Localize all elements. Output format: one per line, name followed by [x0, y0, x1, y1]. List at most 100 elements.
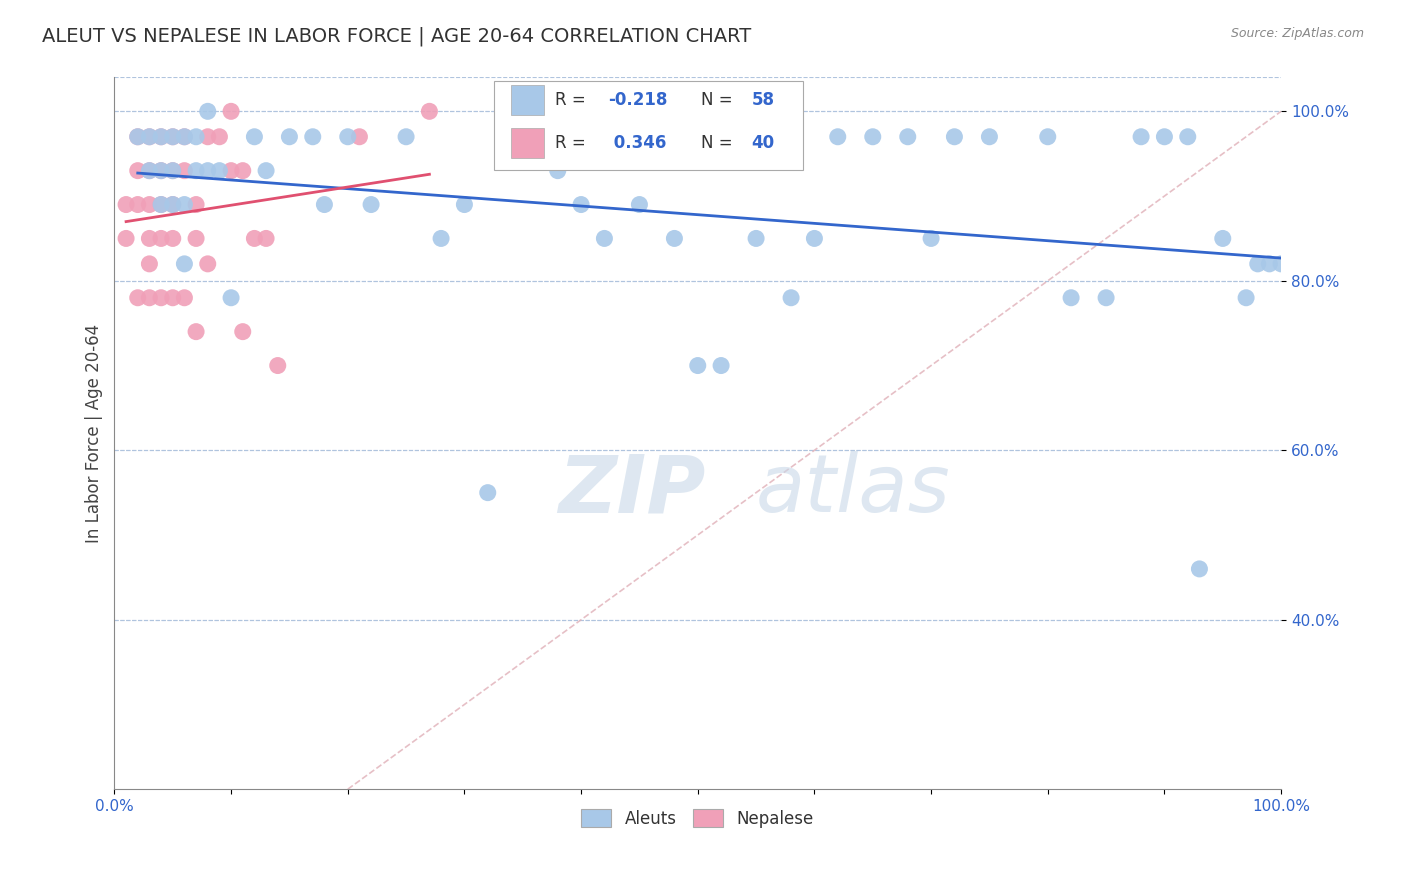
- Point: [1212, 231, 1234, 245]
- Point: [943, 129, 966, 144]
- Point: [1234, 291, 1257, 305]
- Point: [1188, 562, 1211, 576]
- Point: [173, 129, 195, 144]
- Point: [232, 163, 254, 178]
- Point: [115, 197, 138, 211]
- Point: [162, 197, 184, 211]
- Text: 58: 58: [751, 91, 775, 109]
- Point: [208, 163, 231, 178]
- Point: [162, 129, 184, 144]
- Point: [184, 325, 207, 339]
- Point: [173, 291, 195, 305]
- Text: Source: ZipAtlas.com: Source: ZipAtlas.com: [1230, 27, 1364, 40]
- Point: [1130, 129, 1153, 144]
- Point: [1258, 257, 1281, 271]
- Point: [1036, 129, 1059, 144]
- Point: [162, 163, 184, 178]
- Point: [197, 129, 219, 144]
- Point: [547, 163, 569, 178]
- Point: [360, 197, 382, 211]
- Point: [127, 129, 149, 144]
- Point: [138, 231, 160, 245]
- FancyBboxPatch shape: [512, 128, 544, 158]
- Point: [569, 197, 592, 211]
- Point: [745, 231, 768, 245]
- Point: [184, 163, 207, 178]
- Point: [267, 359, 290, 373]
- Point: [395, 129, 418, 144]
- Point: [243, 231, 266, 245]
- Point: [184, 231, 207, 245]
- Point: [219, 104, 242, 119]
- Text: N =: N =: [702, 134, 738, 152]
- FancyBboxPatch shape: [512, 86, 544, 115]
- Point: [150, 163, 173, 178]
- Point: [197, 163, 219, 178]
- Point: [664, 231, 686, 245]
- Point: [1153, 129, 1175, 144]
- Point: [512, 129, 534, 144]
- Point: [243, 129, 266, 144]
- Point: [1177, 129, 1199, 144]
- Y-axis label: In Labor Force | Age 20-64: In Labor Force | Age 20-64: [86, 324, 103, 543]
- Text: 40: 40: [751, 134, 775, 152]
- Text: ZIP: ZIP: [558, 451, 706, 529]
- Point: [150, 231, 173, 245]
- Point: [827, 129, 849, 144]
- Point: [138, 257, 160, 271]
- Point: [162, 231, 184, 245]
- Text: R =: R =: [555, 134, 592, 152]
- Point: [138, 163, 160, 178]
- Point: [862, 129, 884, 144]
- Point: [173, 129, 195, 144]
- Text: R =: R =: [555, 91, 592, 109]
- Point: [301, 129, 323, 144]
- Point: [920, 231, 942, 245]
- Point: [232, 325, 254, 339]
- Point: [1270, 257, 1292, 271]
- Point: [219, 163, 242, 178]
- Point: [686, 359, 709, 373]
- Text: -0.218: -0.218: [607, 91, 668, 109]
- Point: [197, 257, 219, 271]
- Point: [138, 163, 160, 178]
- Point: [336, 129, 359, 144]
- Point: [162, 129, 184, 144]
- Legend: Aleuts, Nepalese: Aleuts, Nepalese: [575, 803, 821, 834]
- Point: [173, 257, 195, 271]
- Point: [219, 291, 242, 305]
- FancyBboxPatch shape: [494, 81, 803, 170]
- Point: [1247, 257, 1270, 271]
- Point: [162, 163, 184, 178]
- Point: [208, 129, 231, 144]
- Point: [453, 197, 475, 211]
- Point: [138, 129, 160, 144]
- Point: [127, 291, 149, 305]
- Point: [897, 129, 920, 144]
- Point: [115, 231, 138, 245]
- Point: [150, 163, 173, 178]
- Point: [418, 104, 440, 119]
- Point: [477, 485, 499, 500]
- Point: [979, 129, 1001, 144]
- Point: [150, 197, 173, 211]
- Point: [430, 231, 453, 245]
- Point: [162, 291, 184, 305]
- Point: [127, 163, 149, 178]
- Point: [349, 129, 371, 144]
- Text: N =: N =: [702, 91, 738, 109]
- Point: [138, 197, 160, 211]
- Point: [710, 359, 733, 373]
- Point: [150, 129, 173, 144]
- Point: [278, 129, 301, 144]
- Point: [150, 197, 173, 211]
- Point: [150, 291, 173, 305]
- Point: [127, 129, 149, 144]
- Point: [127, 197, 149, 211]
- Point: [184, 197, 207, 211]
- Point: [138, 129, 160, 144]
- Point: [254, 163, 277, 178]
- Point: [254, 231, 277, 245]
- Point: [593, 231, 616, 245]
- Point: [314, 197, 336, 211]
